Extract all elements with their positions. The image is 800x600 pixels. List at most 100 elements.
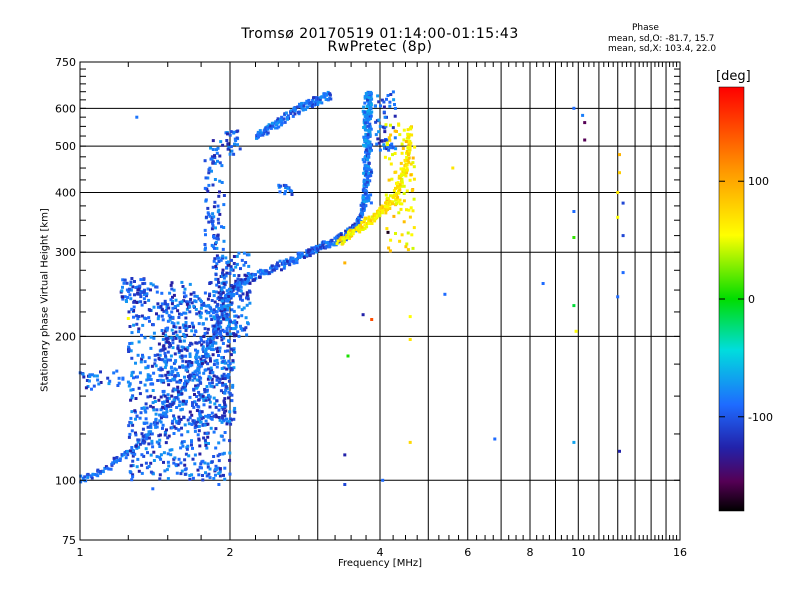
data-point [159, 420, 163, 424]
data-point [246, 321, 249, 325]
data-point [154, 412, 158, 416]
data-point [205, 215, 208, 219]
data-point [218, 418, 222, 422]
data-point [239, 280, 242, 283]
data-point [196, 349, 200, 353]
data-point [168, 291, 172, 295]
data-point [122, 452, 126, 456]
data-point [166, 337, 170, 341]
data-point [338, 238, 342, 242]
data-point [391, 153, 394, 157]
data-point [296, 105, 300, 109]
data-point [172, 322, 176, 326]
data-point [163, 302, 167, 306]
data-point [384, 123, 388, 127]
data-point [235, 136, 239, 140]
data-point [229, 296, 233, 300]
data-point [217, 221, 221, 225]
data-point [166, 350, 170, 354]
data-point [390, 200, 394, 204]
data-point [206, 465, 210, 469]
data-point [314, 98, 318, 102]
data-point [621, 234, 625, 238]
data-point [572, 440, 576, 444]
data-point [225, 139, 229, 142]
data-point [405, 208, 408, 212]
data-point [82, 375, 86, 379]
data-point [213, 316, 216, 320]
data-point [239, 294, 243, 298]
data-point [407, 135, 411, 139]
data-point [240, 298, 244, 302]
data-point [191, 404, 194, 407]
data-point [173, 456, 177, 460]
data-point [206, 362, 210, 366]
data-point [412, 165, 416, 169]
data-point [217, 354, 220, 357]
data-point [329, 97, 333, 101]
data-point [220, 164, 224, 168]
data-point [233, 327, 237, 331]
data-point [128, 470, 132, 474]
data-point [225, 261, 229, 264]
data-point [150, 364, 154, 368]
data-point [365, 199, 369, 203]
data-point [163, 400, 166, 404]
data-point [362, 208, 366, 212]
data-point [164, 431, 168, 435]
data-point [304, 107, 308, 111]
data-point [199, 420, 203, 424]
data-point [212, 340, 216, 344]
data-point [405, 168, 409, 172]
data-point [142, 293, 146, 297]
data-point [198, 452, 202, 456]
data-point [157, 314, 161, 318]
data-point [185, 333, 189, 337]
data-point [400, 177, 404, 181]
data-point [166, 477, 170, 481]
data-point [101, 470, 105, 474]
data-point [339, 233, 343, 237]
data-point [115, 369, 119, 373]
data-point [365, 112, 369, 116]
data-point [215, 313, 219, 317]
data-point [133, 409, 137, 413]
x-ticks: 1 2 4 6 8 10 16 [77, 62, 687, 559]
data-point [193, 294, 197, 298]
data-point [206, 353, 210, 357]
data-point [291, 114, 295, 118]
data-point [246, 297, 250, 301]
data-point [210, 318, 214, 321]
data-point [218, 332, 222, 336]
data-point [363, 123, 367, 127]
data-point [211, 371, 215, 375]
data-point [232, 417, 236, 421]
data-point [149, 394, 153, 398]
data-point [194, 353, 198, 357]
data-point [408, 146, 412, 150]
data-point [152, 305, 156, 309]
data-point [164, 413, 168, 417]
data-point [250, 272, 254, 276]
data-point [369, 174, 373, 178]
data-point [204, 352, 208, 356]
data-point [370, 215, 374, 219]
data-point [172, 398, 176, 402]
data-point [116, 384, 120, 387]
data-point [229, 422, 233, 426]
data-point [283, 262, 287, 265]
data-point [208, 214, 212, 218]
data-point [137, 469, 141, 473]
data-point [398, 133, 402, 137]
data-point [199, 338, 203, 342]
data-point [170, 421, 174, 425]
data-point [89, 474, 93, 478]
data-point [153, 396, 157, 400]
data-point [146, 364, 150, 368]
data-point [209, 314, 213, 318]
data-point [406, 146, 410, 149]
data-point [176, 344, 180, 348]
data-point [209, 146, 213, 150]
data-point [208, 376, 212, 380]
data-point [357, 216, 361, 220]
